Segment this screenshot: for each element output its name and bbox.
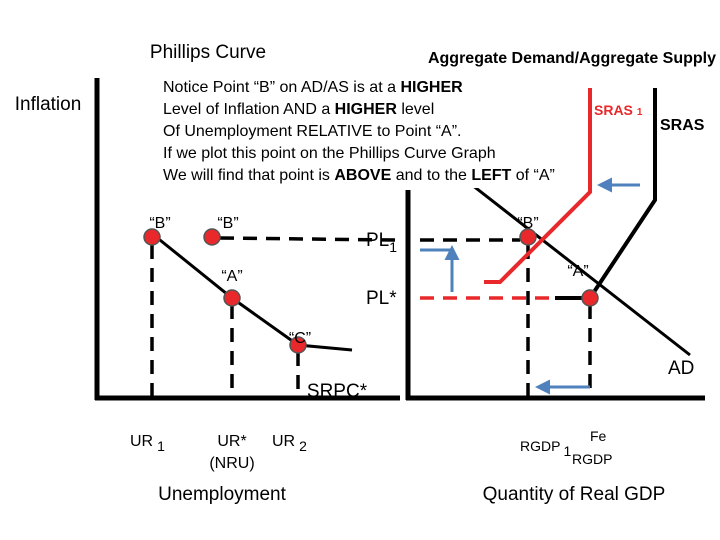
bracket bbox=[420, 248, 454, 292]
point-label: “B” bbox=[217, 215, 238, 232]
label: SRAS bbox=[660, 117, 705, 134]
axis-label: Unemployment bbox=[158, 484, 286, 505]
callout-text: ABOVE bbox=[334, 167, 391, 184]
callout-text: HIGHER bbox=[400, 79, 463, 96]
point bbox=[519, 228, 537, 246]
axis-label: Inflation bbox=[15, 94, 82, 115]
guide bbox=[219, 236, 396, 242]
point-label: “A” bbox=[567, 263, 588, 280]
point-label: “B” bbox=[149, 215, 170, 232]
label: UR 2 bbox=[272, 433, 307, 454]
label: RGDP bbox=[572, 451, 612, 467]
point-label: “A” bbox=[221, 268, 242, 285]
callout-text: Level of Inflation AND a bbox=[163, 101, 335, 118]
callout-line: Notice Point “B” on AD/AS is at a HIGHER bbox=[163, 79, 463, 96]
ad-curve bbox=[439, 158, 691, 357]
label: UR* bbox=[217, 433, 246, 450]
label: UR 1 bbox=[130, 433, 165, 454]
label: (NRU) bbox=[209, 455, 254, 472]
point-label: “C” bbox=[289, 330, 311, 347]
callout: Notice Point “B” on AD/AS is at a HIGHER… bbox=[163, 79, 555, 184]
label: RGDP 1 bbox=[520, 438, 571, 459]
callout-text: We will find that point is bbox=[163, 167, 334, 184]
label: PL* bbox=[366, 288, 397, 309]
callout-line: Of Unemployment RELATIVE to Point “A”. bbox=[163, 123, 461, 140]
callout-text: and to the bbox=[391, 167, 471, 184]
label: Fe bbox=[590, 428, 607, 444]
axis-label: Quantity of Real GDP bbox=[483, 484, 666, 505]
callout-line: We will find that point is ABOVE and to … bbox=[163, 167, 555, 184]
point bbox=[203, 228, 221, 246]
point-label: “B” bbox=[517, 215, 538, 232]
point bbox=[143, 228, 161, 246]
label: SRAS 1 bbox=[594, 102, 643, 118]
sras1-curve bbox=[484, 88, 592, 284]
callout-text: HIGHER bbox=[335, 101, 398, 118]
callout-text: If we plot this point on the Phillips Cu… bbox=[163, 145, 496, 162]
phillips-curve bbox=[149, 230, 353, 352]
title: Phillips Curve bbox=[150, 42, 266, 63]
callout-text: LEFT bbox=[471, 167, 511, 184]
callout-text: level bbox=[397, 101, 434, 118]
point bbox=[581, 289, 599, 307]
point bbox=[289, 336, 307, 354]
sras-curve bbox=[555, 88, 657, 300]
callout-text: of “A” bbox=[511, 167, 555, 184]
callout-text: Of Unemployment RELATIVE to Point “A”. bbox=[163, 123, 461, 140]
label: PL1 bbox=[366, 230, 397, 255]
point bbox=[223, 289, 241, 307]
label: AD bbox=[668, 358, 694, 379]
title: Aggregate Demand/Aggregate Supply bbox=[428, 50, 716, 67]
callout-text: Notice Point “B” on AD/AS is at a bbox=[163, 79, 400, 96]
callout-line: If we plot this point on the Phillips Cu… bbox=[163, 145, 496, 162]
label: SRPC* bbox=[307, 381, 368, 402]
callout-box bbox=[155, 70, 580, 188]
lines bbox=[94, 78, 705, 401]
callout-line: Level of Inflation AND a HIGHER level bbox=[163, 101, 434, 118]
